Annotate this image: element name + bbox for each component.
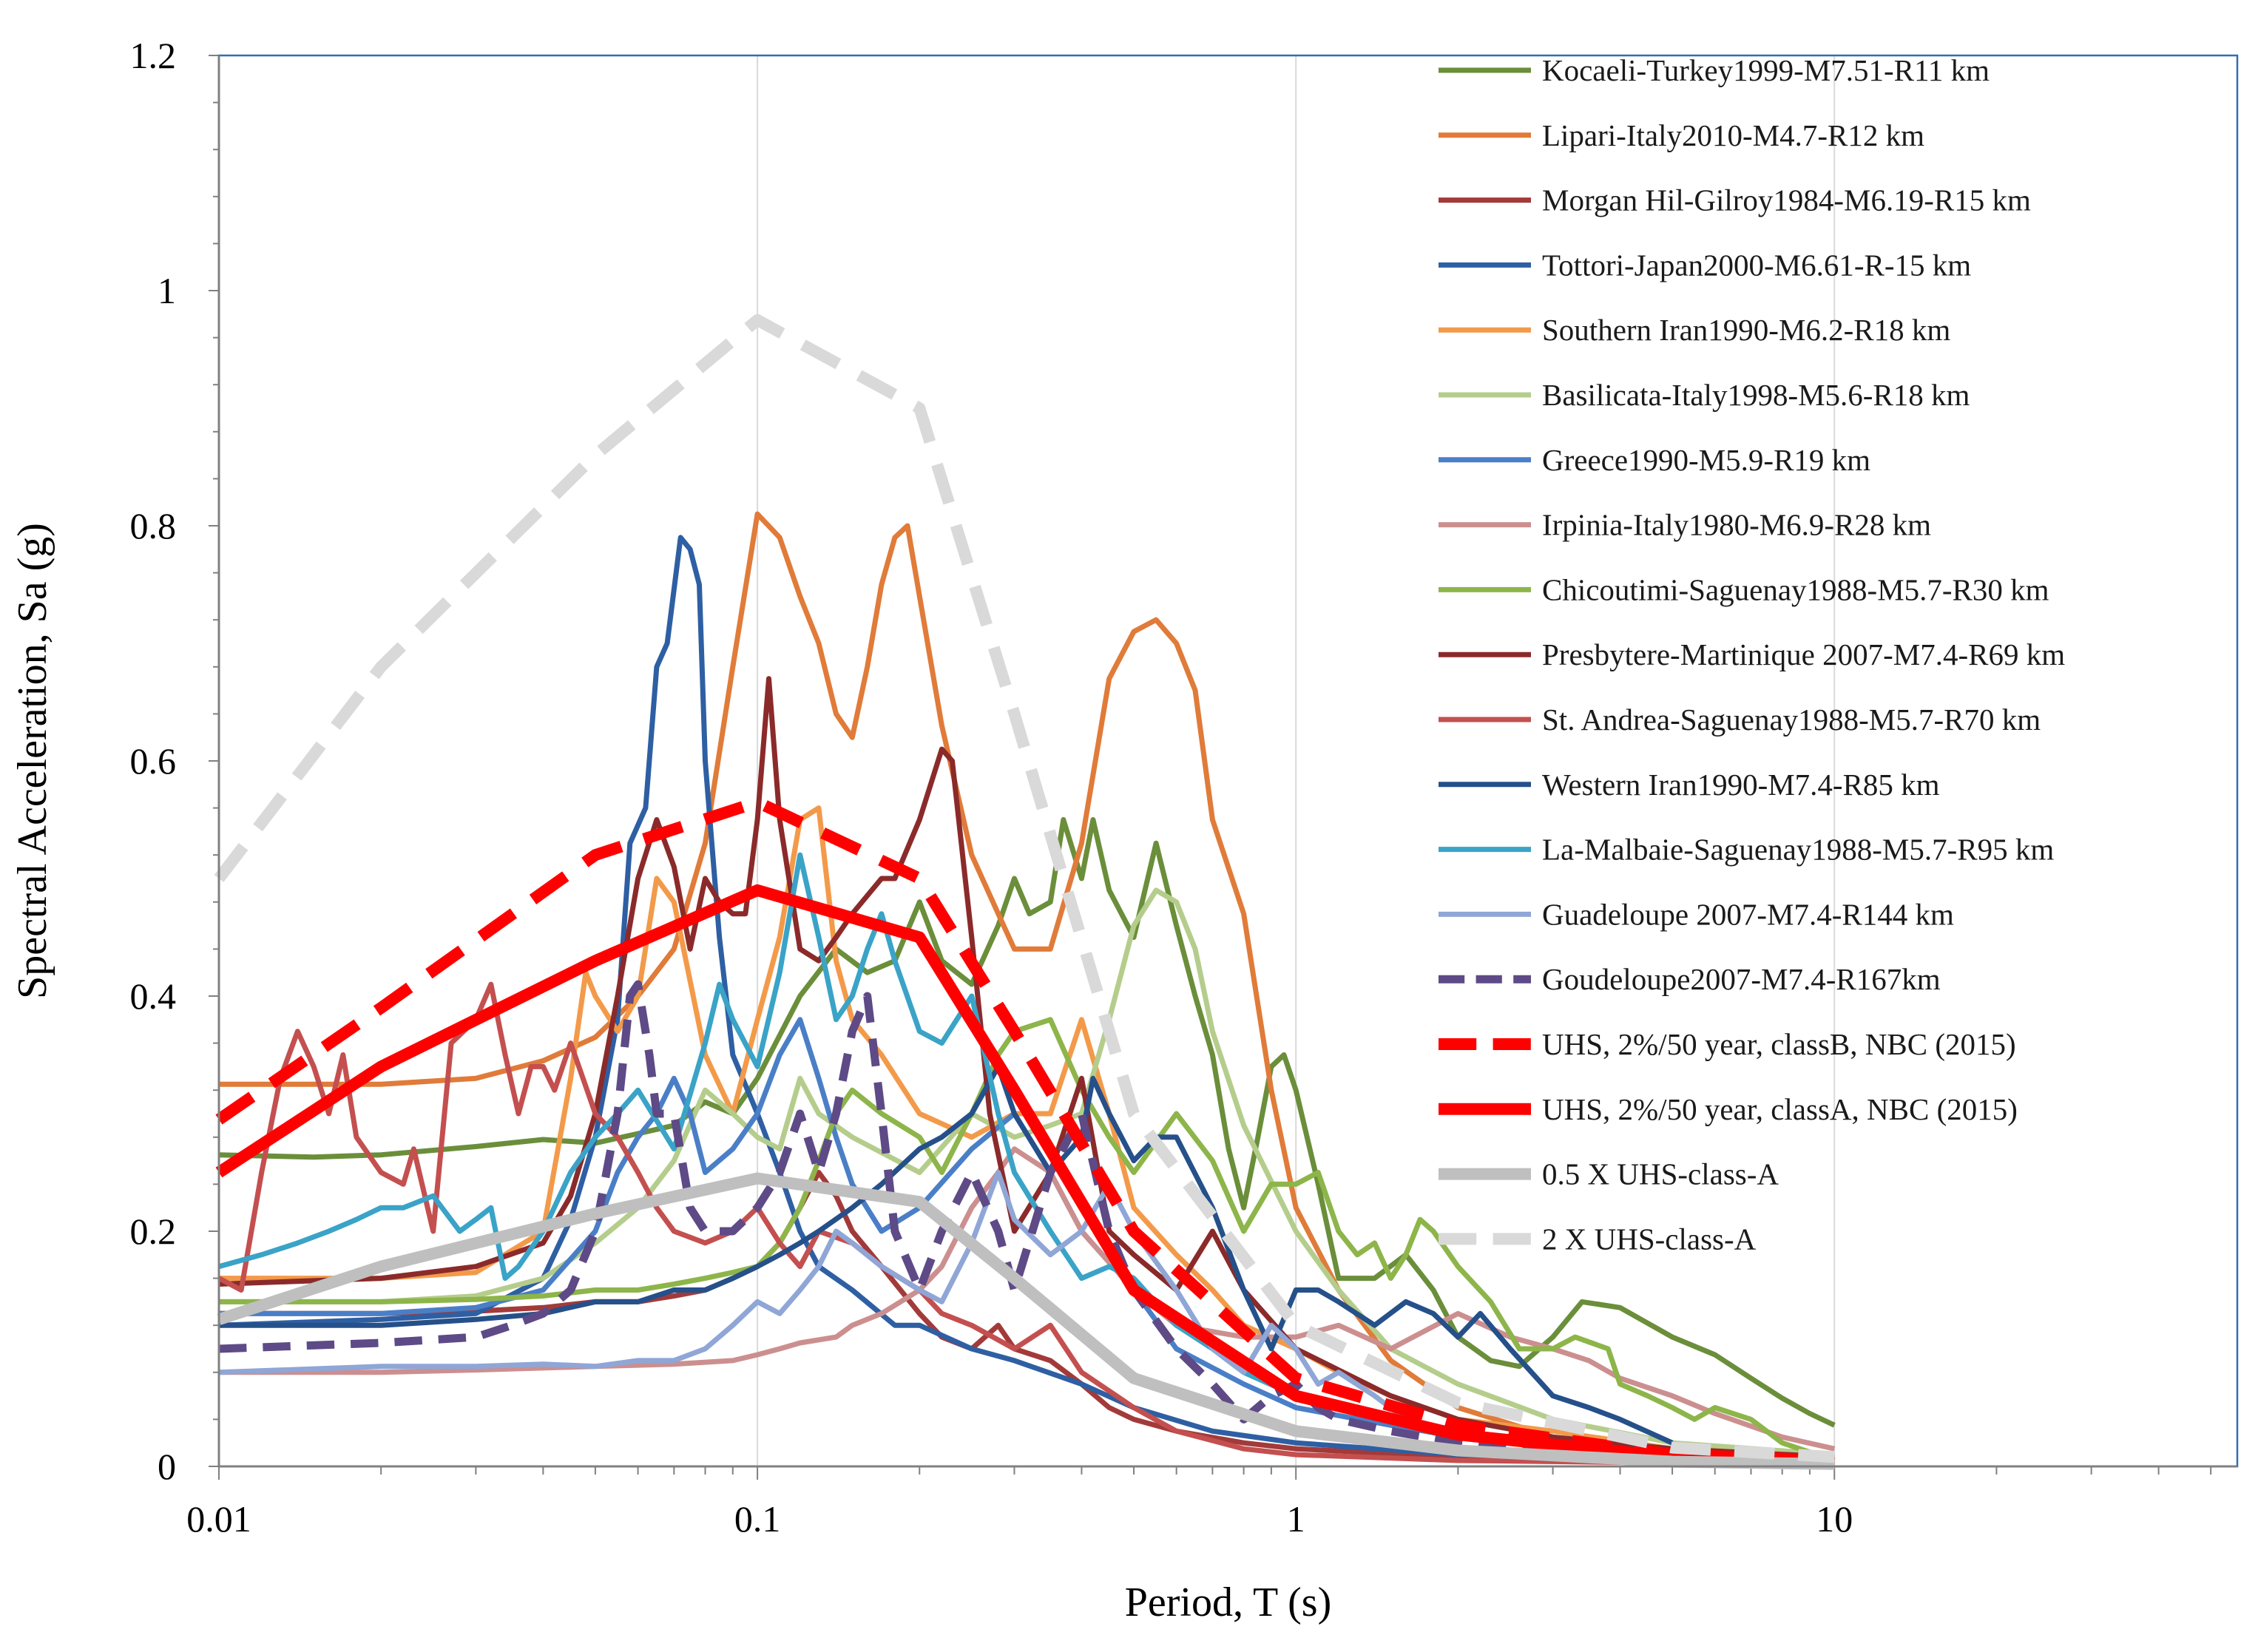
legend-label-9: Chicoutimi-Saguenay1988-M5.7-R30 km xyxy=(1542,572,2049,606)
series-line-17 xyxy=(215,884,1835,1468)
legend-label-15: Goudeloupe2007-M7.4-R167km xyxy=(1542,962,1941,996)
x-tick-label: 0.1 xyxy=(734,1498,781,1540)
y-tick-label: 1.2 xyxy=(130,35,177,76)
x-tick-label: 0.01 xyxy=(186,1498,251,1540)
y-tick-label: 1 xyxy=(158,270,176,311)
legend-label-17: UHS, 2%/50 year, classA, NBC (2015) xyxy=(1542,1092,2018,1126)
legend-label-8: Irpinia-Italy1980-M6.9-R28 km xyxy=(1542,508,1931,542)
minor-ticks xyxy=(209,55,2212,1480)
legend-label-7: Greece1990-M5.9-R19 km xyxy=(1542,443,1870,477)
series-line-9 xyxy=(219,1017,1836,1463)
series-line-19 xyxy=(214,314,1835,1463)
legend-label-3: Morgan Hil-Gilroy1984-M6.19-R15 km xyxy=(1542,183,2031,217)
legend-label-12: Western Iran1990-M7.4-R85 km xyxy=(1542,768,1940,802)
y-tick-label: 0.4 xyxy=(130,975,177,1017)
x-tick-label: 1 xyxy=(1287,1498,1305,1540)
legend: Kocaeli-Turkey1999-M7.51-R11 km Lipari-It… xyxy=(1439,53,2065,1256)
legend-label-13: La-Malbaie-Saguenay1988-M5.7-R95 km xyxy=(1542,833,2054,867)
legend-label-1: Kocaeli-Turkey1999-M7.51-R11 km xyxy=(1542,53,1990,87)
y-tick-label: 0 xyxy=(158,1446,176,1487)
legend-label-4: Tottori-Japan2000-M6.61-R-15 km xyxy=(1542,248,1971,282)
legend-label-14: Guadeloupe 2007-M7.4-R144 km xyxy=(1542,897,1954,931)
legend-label-19: 2 X UHS-class-A xyxy=(1542,1222,1757,1256)
series-line-14 xyxy=(218,1170,1835,1463)
legend-label-16: UHS, 2%/50 year, classB, NBC (2015) xyxy=(1542,1027,2016,1061)
y-tick-label: 0.2 xyxy=(130,1211,177,1252)
series-line-8 xyxy=(219,1146,1836,1452)
series-line-18 xyxy=(217,1172,1835,1470)
x-axis-title: Period, T (s) xyxy=(1125,1580,1331,1625)
series-line-13 xyxy=(218,852,1835,1463)
legend-label-10: Presbytere-Martinique 2007-M7.4-R69 km xyxy=(1542,637,2065,671)
y-tick-label: 0.8 xyxy=(130,505,177,546)
series-line-16 xyxy=(215,796,1835,1466)
legend-label-11: St. Andrea-Saguenay1988-M5.7-R70 km xyxy=(1542,703,2041,737)
legend-label-5: Southern Iran1990-M6.2-R18 km xyxy=(1542,313,1950,347)
x-tick-labels: 0.01 0.1 1 10 xyxy=(186,1498,1853,1540)
y-tick-label: 0.6 xyxy=(130,740,177,782)
legend-label-18: 0.5 X UHS-class-A xyxy=(1542,1157,1779,1191)
y-tick-labels: 0 0.2 0.4 0.6 0.8 1 1.2 xyxy=(130,35,177,1487)
series-layer xyxy=(214,314,1836,1470)
x-tick-label: 10 xyxy=(1816,1498,1853,1540)
legend-label-6: Basilicata-Italy1998-M5.6-R18 km xyxy=(1542,378,1970,412)
series-line-7 xyxy=(219,1017,1835,1462)
y-axis-title: Spectral Acceleration, Sa (g) xyxy=(10,523,55,999)
series-line-11 xyxy=(217,981,1835,1467)
series-line-15 xyxy=(218,980,1673,1465)
legend-label-2: Lipari-Italy2010-M4.7-R12 km xyxy=(1542,118,1924,152)
